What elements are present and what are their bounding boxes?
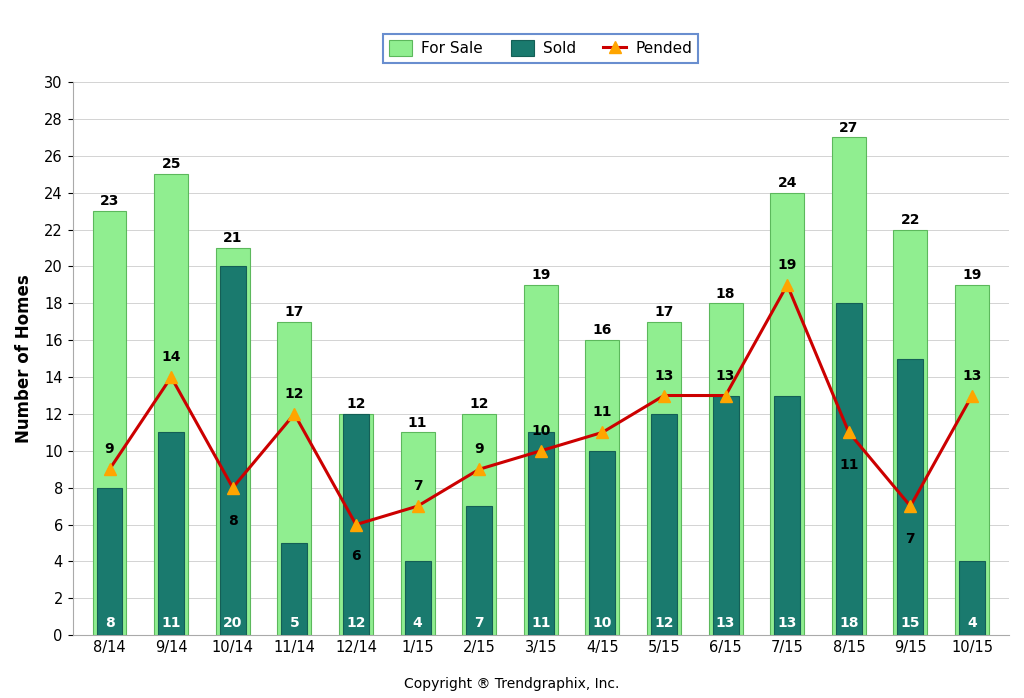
- Bar: [466, 506, 493, 635]
- Bar: [96, 488, 123, 635]
- Bar: [400, 432, 434, 635]
- Bar: [651, 414, 677, 635]
- Text: 13: 13: [716, 369, 735, 383]
- Text: 4: 4: [413, 616, 423, 630]
- Text: 19: 19: [777, 258, 797, 272]
- Text: 19: 19: [963, 268, 982, 282]
- Text: 23: 23: [100, 194, 119, 209]
- Text: 15: 15: [901, 616, 921, 630]
- Bar: [278, 322, 311, 635]
- Text: 14: 14: [162, 350, 181, 364]
- Text: 17: 17: [285, 305, 304, 319]
- Text: 19: 19: [531, 268, 551, 282]
- Bar: [774, 396, 800, 635]
- Text: 11: 11: [408, 415, 427, 430]
- Text: 12: 12: [654, 616, 674, 630]
- Text: 7: 7: [905, 532, 915, 546]
- Bar: [713, 396, 738, 635]
- Bar: [897, 359, 924, 635]
- Bar: [524, 285, 558, 635]
- Bar: [527, 432, 554, 635]
- Text: 18: 18: [839, 616, 858, 630]
- Bar: [586, 340, 620, 635]
- Text: 24: 24: [777, 176, 797, 190]
- Bar: [836, 304, 862, 635]
- Bar: [647, 322, 681, 635]
- Text: 25: 25: [162, 158, 181, 172]
- Text: 20: 20: [223, 616, 243, 630]
- Text: 8: 8: [228, 514, 238, 528]
- Text: 7: 7: [413, 480, 422, 493]
- Bar: [831, 138, 865, 635]
- Bar: [894, 230, 928, 635]
- Legend: For Sale, Sold, Pended: For Sale, Sold, Pended: [383, 34, 698, 63]
- Text: 18: 18: [716, 287, 735, 301]
- Text: 13: 13: [963, 369, 982, 383]
- Text: 11: 11: [531, 616, 551, 630]
- Text: 10: 10: [593, 616, 612, 630]
- Text: 4: 4: [967, 616, 977, 630]
- Text: 12: 12: [346, 616, 366, 630]
- Text: 10: 10: [531, 424, 551, 438]
- Text: 12: 12: [285, 387, 304, 401]
- Text: 13: 13: [716, 616, 735, 630]
- Text: 5: 5: [290, 616, 299, 630]
- Text: 11: 11: [162, 616, 181, 630]
- Text: 12: 12: [346, 397, 366, 411]
- Bar: [155, 174, 188, 635]
- Y-axis label: Number of Homes: Number of Homes: [15, 274, 33, 443]
- Bar: [343, 414, 369, 635]
- Bar: [339, 414, 373, 635]
- Text: 16: 16: [593, 323, 612, 337]
- Bar: [216, 248, 250, 635]
- Bar: [770, 193, 804, 635]
- Text: 27: 27: [839, 121, 858, 135]
- Bar: [955, 285, 989, 635]
- Text: 21: 21: [223, 231, 243, 245]
- Bar: [404, 561, 430, 635]
- Text: 7: 7: [474, 616, 484, 630]
- Text: 17: 17: [654, 305, 674, 319]
- Bar: [220, 267, 246, 635]
- Text: 9: 9: [104, 443, 115, 456]
- Bar: [92, 211, 127, 635]
- Bar: [590, 451, 615, 635]
- Text: Copyright ® Trendgraphix, Inc.: Copyright ® Trendgraphix, Inc.: [404, 677, 620, 691]
- Text: 13: 13: [654, 369, 674, 383]
- Text: 6: 6: [351, 549, 360, 563]
- Text: 9: 9: [474, 443, 484, 456]
- Text: 22: 22: [901, 213, 921, 227]
- Bar: [709, 304, 742, 635]
- Bar: [159, 432, 184, 635]
- Text: 11: 11: [593, 406, 612, 419]
- Bar: [959, 561, 985, 635]
- Text: 8: 8: [104, 616, 115, 630]
- Text: 11: 11: [839, 458, 858, 473]
- Bar: [462, 414, 496, 635]
- Text: 13: 13: [777, 616, 797, 630]
- Bar: [282, 543, 307, 635]
- Text: 12: 12: [469, 397, 488, 411]
